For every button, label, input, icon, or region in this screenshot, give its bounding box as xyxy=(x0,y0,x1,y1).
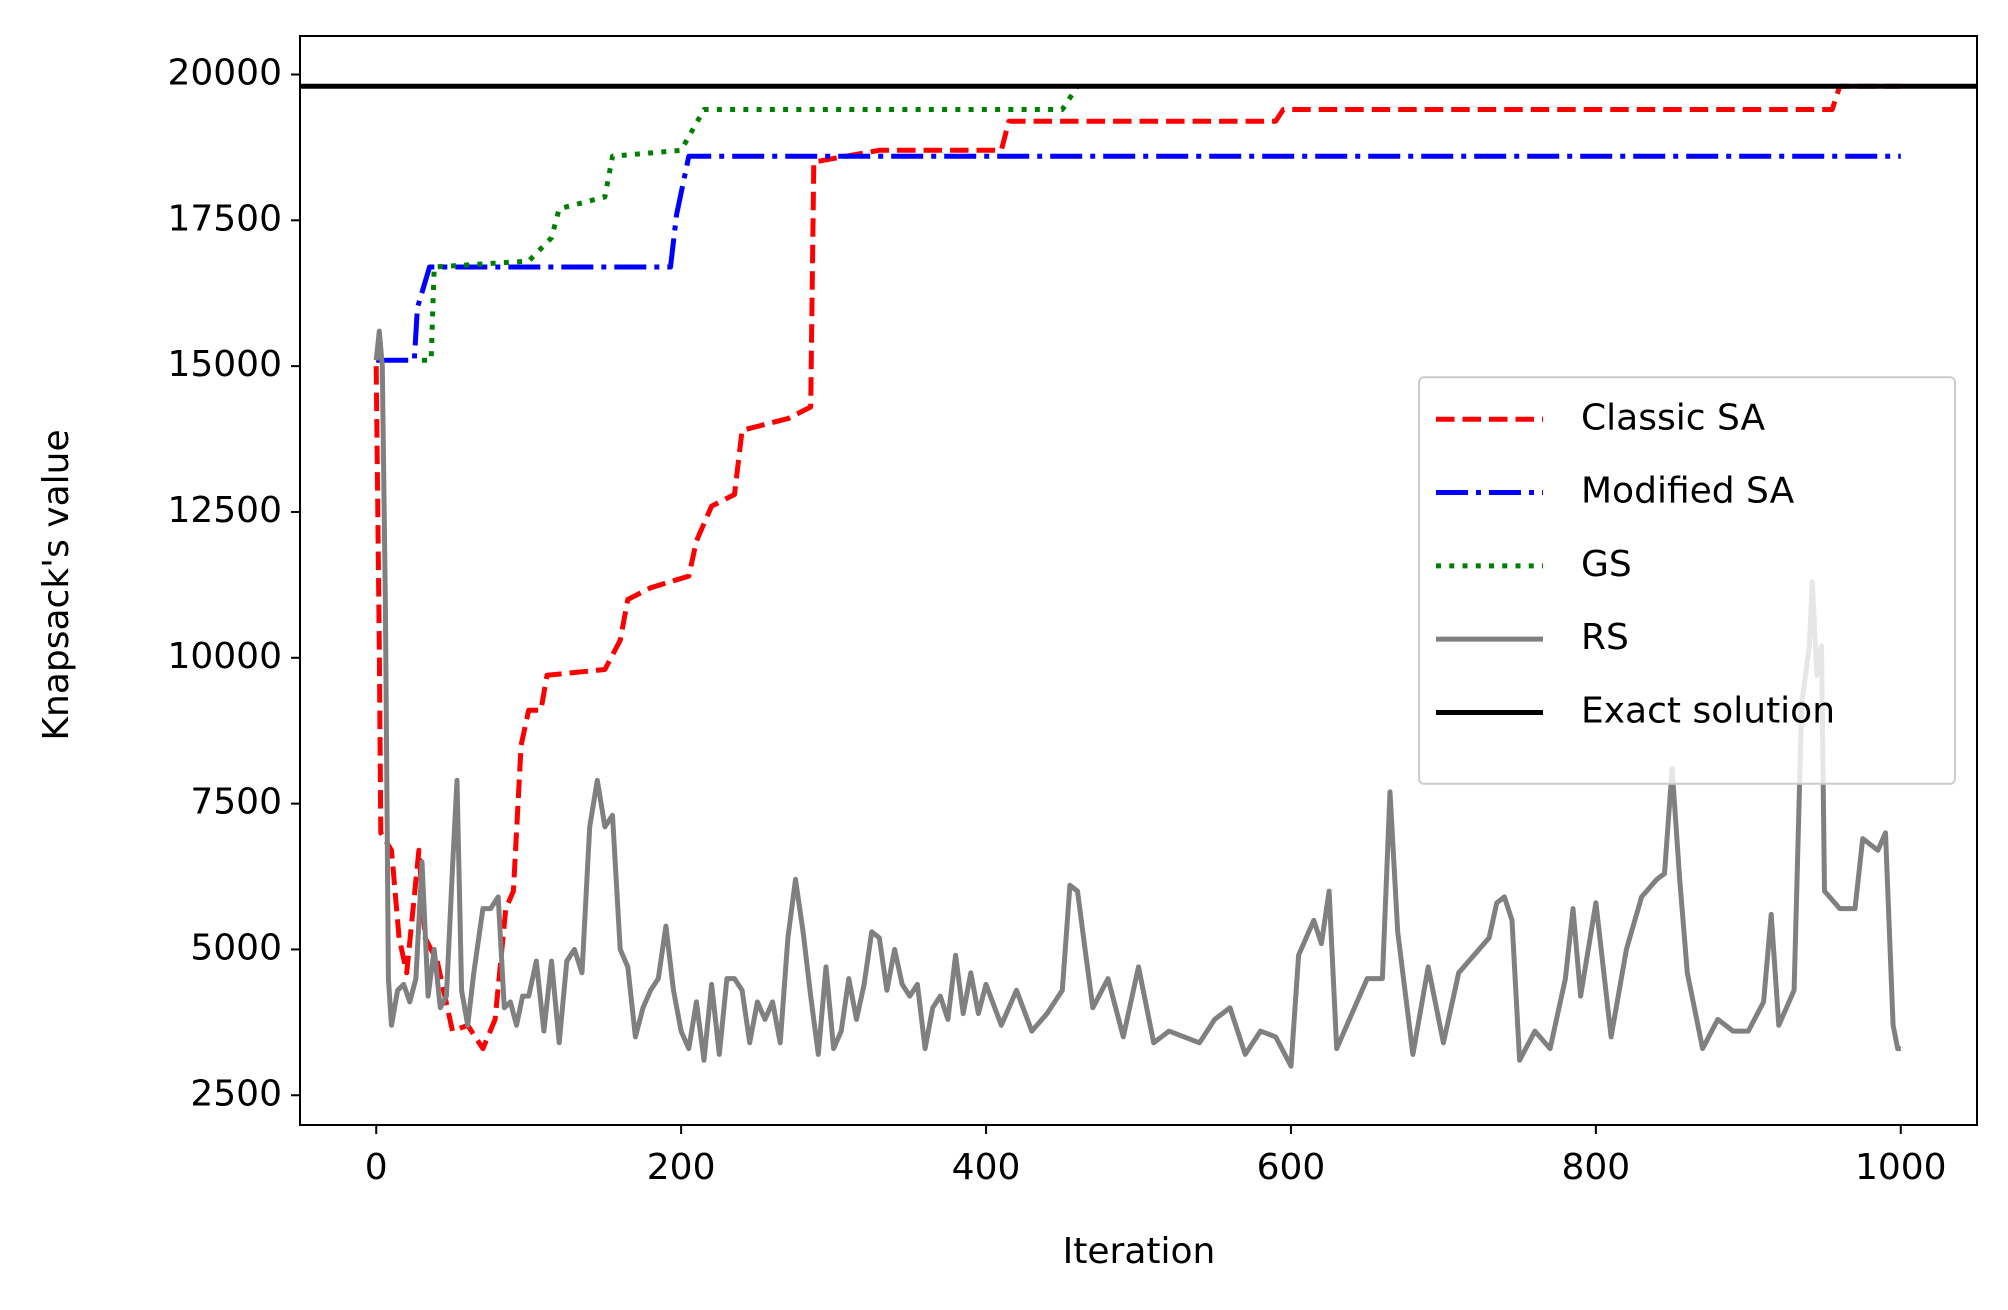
legend-box xyxy=(1418,376,1956,785)
y-tick-label: 5000 xyxy=(190,927,282,968)
y-tick-label: 15000 xyxy=(167,344,282,385)
x-tick-label: 400 xyxy=(952,1147,1021,1188)
x-tick-label: 1000 xyxy=(1855,1147,1947,1188)
series-line xyxy=(376,153,1901,363)
series-line xyxy=(373,328,1901,1069)
axes-frame xyxy=(299,35,1978,1126)
y-tick-label: 10000 xyxy=(167,636,282,677)
series-line xyxy=(373,83,1901,1052)
legend-label: Classic SA xyxy=(1581,397,1765,438)
y-tick-label: 12500 xyxy=(167,490,282,531)
y-tick-label: 17500 xyxy=(167,198,282,239)
legend-label: Modified SA xyxy=(1581,471,1795,512)
legend: Classic SA Modified SA GS RS Exact solution xyxy=(1418,376,1956,785)
x-axis-label: Iteration xyxy=(1063,1231,1216,1272)
legend-label: GS xyxy=(1581,544,1632,585)
x-tick-label: 600 xyxy=(1257,1147,1326,1188)
y-tick-label: 7500 xyxy=(190,782,282,823)
y-tick-label: 2500 xyxy=(190,1073,282,1114)
y-tick-label: 20000 xyxy=(167,52,282,93)
x-tick-label: 800 xyxy=(1562,1147,1631,1188)
legend-label: Exact solution xyxy=(1581,690,1835,731)
legend-label: RS xyxy=(1581,617,1629,658)
x-tick-label: 200 xyxy=(647,1147,716,1188)
x-tick-label: 0 xyxy=(365,1147,388,1188)
y-axis-label: Knapsack's value xyxy=(36,429,77,740)
plot-area xyxy=(300,83,1977,1069)
